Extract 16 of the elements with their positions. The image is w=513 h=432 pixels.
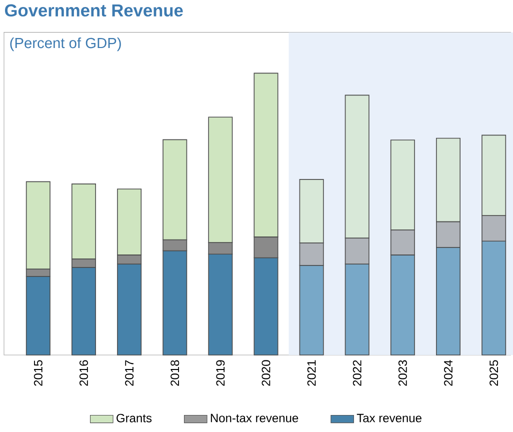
chart-subtitle: (Percent of GDP) — [10, 37, 121, 52]
x-tick-label: 2015 — [34, 360, 42, 386]
x-tick-label: 2021 — [307, 360, 316, 386]
x-tick-label: 2022 — [352, 360, 362, 386]
x-tick-label: 2017 — [125, 360, 134, 386]
x-tick-label: 2020 — [262, 360, 270, 386]
x-tick-label: 2018 — [170, 360, 180, 386]
x-tick-label: 2025 — [490, 360, 498, 386]
x-tick-label: 2023 — [398, 360, 407, 386]
x-tick-label: 2016 — [79, 360, 88, 386]
chart-title: Government Revenue — [4, 4, 183, 17]
legend-label: Grants — [116, 414, 152, 422]
legend-label: Tax revenue — [356, 414, 422, 422]
x-tick-label: 2019 — [216, 360, 225, 386]
legend-label: Non-tax revenue — [210, 414, 298, 422]
x-tick-label: 2024 — [444, 360, 453, 386]
